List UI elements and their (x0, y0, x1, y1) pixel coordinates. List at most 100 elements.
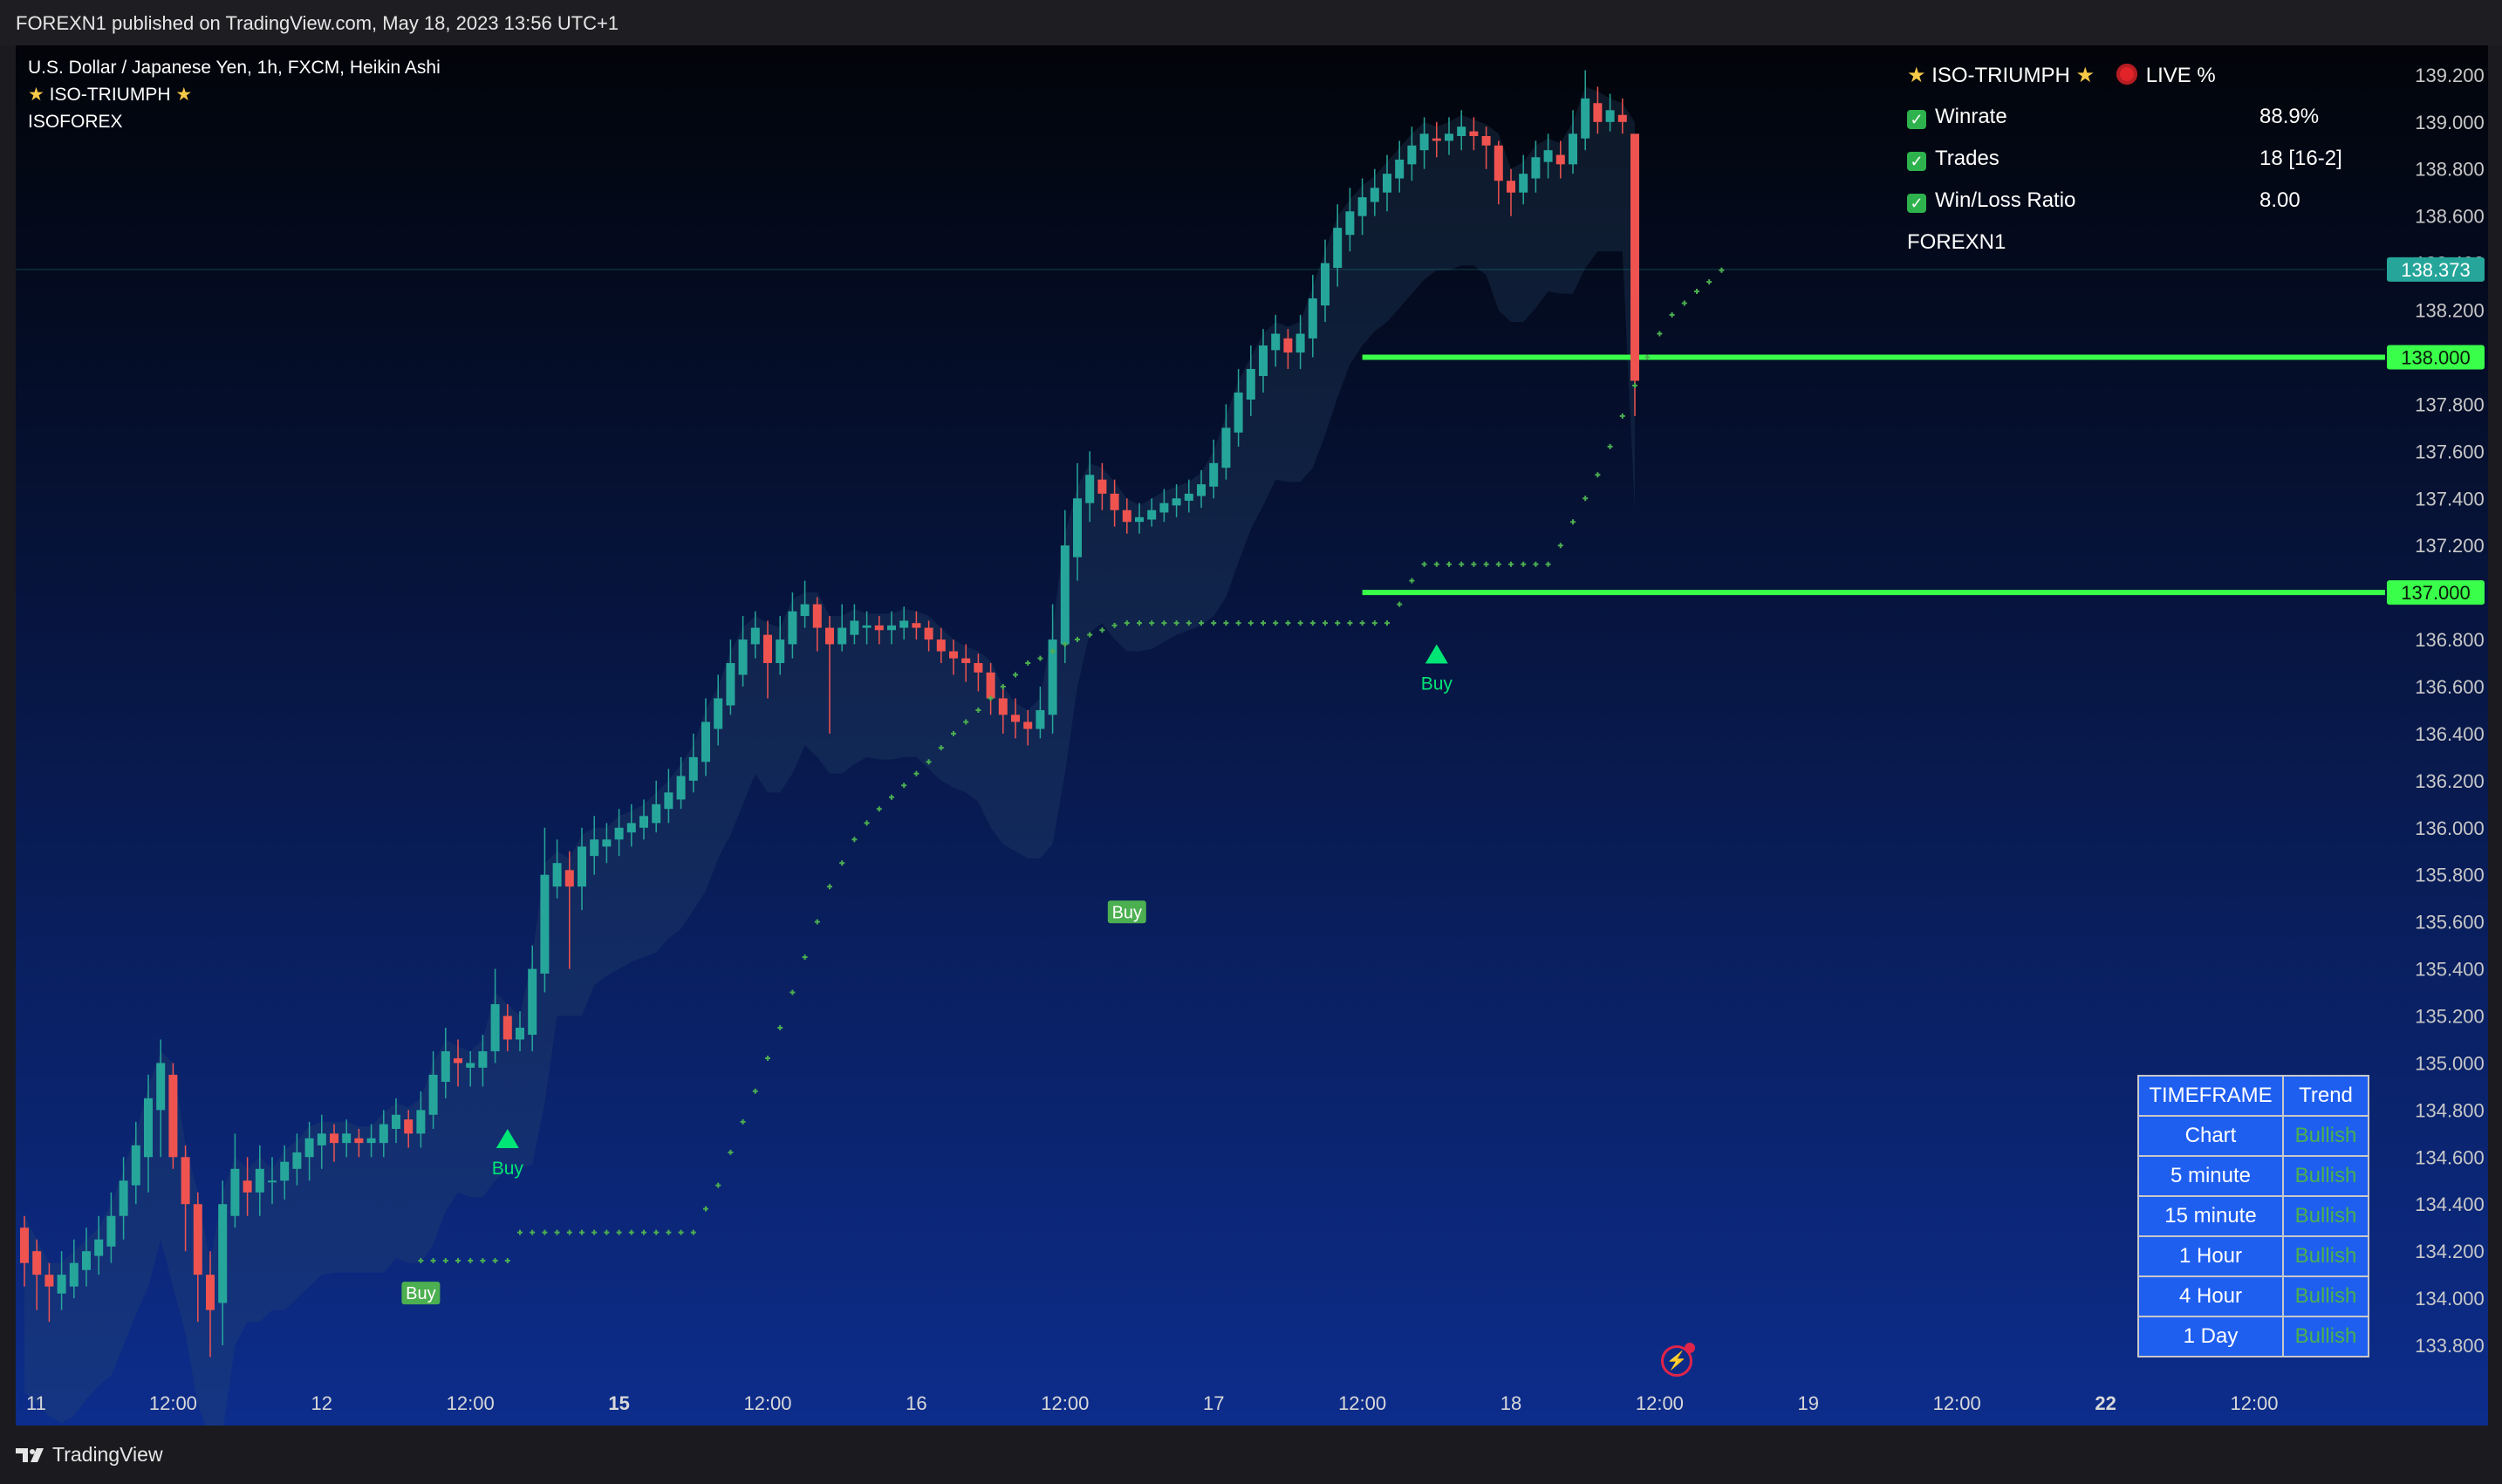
price-tag-label: 137.000 (2401, 582, 2471, 604)
candle-body (20, 1228, 29, 1263)
trailing-stop-mark (666, 1229, 672, 1235)
tradingview-logo[interactable]: TradingView (16, 1443, 163, 1467)
price-tag-label: 138.000 (2401, 346, 2471, 368)
candle-body (1370, 188, 1379, 202)
candle-body (726, 663, 735, 706)
candle-body (1048, 639, 1057, 715)
candle-body (1321, 263, 1330, 306)
trailing-stop-mark (1570, 519, 1576, 525)
trailing-stop-mark (1495, 561, 1501, 567)
stats-row-winrate: ✓ Winrate 88.9% (1907, 105, 2396, 147)
trailing-stop-mark (442, 1257, 448, 1263)
trailing-stop-mark (1483, 561, 1489, 567)
candle-body (639, 816, 648, 828)
trailing-stop-mark (1533, 561, 1539, 567)
trailing-stop-mark (554, 1229, 560, 1235)
candle-body (1593, 103, 1603, 122)
price-tag-box (2387, 580, 2485, 605)
trailing-stop-mark (703, 1206, 708, 1212)
trailing-stop-mark (1111, 622, 1118, 628)
candle-body (366, 1138, 376, 1144)
trailing-stop-mark (814, 919, 820, 925)
stat-label: Trades (1935, 147, 2000, 170)
header-trend: Trend (2282, 1075, 2369, 1117)
candle-body (516, 1027, 524, 1040)
y-tick-label: 136.400 (2415, 723, 2485, 745)
publish-bar: FOREXN1 published on TradingView.com, Ma… (0, 0, 2502, 45)
trailing-stop-mark (740, 1118, 746, 1125)
candle-body (1555, 154, 1565, 165)
trailing-stop-mark (1013, 672, 1018, 678)
buy-tag-box (1107, 900, 1146, 924)
trailing-stop-mark (1248, 620, 1254, 626)
candle-body (131, 1145, 140, 1186)
candle-body (1283, 338, 1293, 353)
trailing-stop-mark (1521, 561, 1527, 567)
trailing-stop-mark (1632, 382, 1637, 388)
trailing-stop-mark (504, 1257, 510, 1263)
candle-body (1184, 493, 1193, 501)
candle-body (44, 1275, 54, 1287)
trailing-stop-mark (938, 745, 944, 751)
candle-body (1407, 145, 1417, 165)
candle-body (1419, 133, 1429, 151)
y-tick-label: 137.400 (2415, 488, 2485, 509)
trailing-stop-mark (1508, 561, 1514, 567)
candle-body (168, 1074, 178, 1158)
y-tick-label: 135.600 (2415, 912, 2485, 933)
trend-table-header: TIMEFRAME Trend (2137, 1075, 2369, 1117)
x-tick-label: 12:00 (1933, 1392, 1981, 1414)
flash-alert-icon[interactable]: ⚡ (1661, 1343, 1695, 1377)
candle-body (1036, 709, 1045, 729)
trailing-stop-mark (951, 730, 956, 736)
candle-body (1383, 174, 1391, 193)
trailing-stop-mark (604, 1229, 610, 1235)
price-chart[interactable]: Buy Buy Buy Buy 139.200 139.000 138.800 138.60… (16, 45, 2488, 1426)
live-label: LIVE % (2145, 64, 2216, 87)
trailing-stop-mark (1075, 637, 1080, 643)
star-icon: ★ (1907, 64, 1926, 87)
trend-cell: Bullish (2282, 1275, 2369, 1317)
candle-body (701, 721, 710, 763)
trailing-stop-mark (480, 1257, 486, 1263)
x-tick-label: 18 (1501, 1392, 1521, 1414)
candle-body (1630, 133, 1639, 381)
trailing-stop-mark (1273, 620, 1279, 626)
y-tick-label: 136.000 (2415, 817, 2485, 839)
trailing-stop-mark (1347, 620, 1353, 626)
header-timeframe: TIMEFRAME (2137, 1075, 2284, 1117)
indicator-name: ISO-TRIUMPH (49, 85, 171, 105)
brand-name: TradingView (52, 1443, 163, 1466)
candle-body (899, 620, 909, 628)
trend-row: 5 minute Bullish (2137, 1155, 2369, 1197)
trailing-stop-mark (1186, 620, 1192, 626)
trailing-stop-mark (1471, 561, 1477, 567)
y-tick-label: 134.600 (2415, 1146, 2485, 1168)
trailing-stop-mark (889, 794, 894, 800)
y-tick-label: 135.000 (2415, 1052, 2485, 1074)
live-dot-icon (2116, 64, 2137, 85)
stats-footer-name: FOREXN1 (1907, 230, 2006, 254)
checkmark-icon: ✓ (1907, 194, 1926, 213)
buy-arrow-icon (496, 1128, 519, 1148)
chart-frame[interactable]: Buy Buy Buy Buy 139.200 139.000 138.800 138.60… (16, 45, 2488, 1426)
candle-body (466, 1063, 475, 1068)
plot-background (16, 45, 2488, 1426)
trailing-stop-mark (468, 1257, 474, 1263)
trailing-stop-mark (641, 1229, 646, 1235)
candle-body (602, 839, 612, 847)
trailing-stop-mark (1669, 311, 1675, 318)
buy-tag-label: Buy (1112, 903, 1142, 922)
candle-body (664, 792, 673, 810)
y-tick-label: 134.000 (2415, 1288, 2485, 1310)
candle-body (243, 1180, 252, 1193)
y-tick-label: 136.800 (2415, 629, 2485, 651)
buy-signal-label: Buy (492, 1159, 524, 1179)
candle-body (1023, 721, 1033, 729)
candle-body (1110, 493, 1119, 510)
timeframe-cell: 1 Hour (2137, 1235, 2284, 1277)
candle-body (1345, 211, 1355, 236)
candle-body (57, 1275, 66, 1294)
x-tick-label: 12:00 (1636, 1392, 1684, 1414)
trailing-stop-mark (579, 1229, 584, 1235)
